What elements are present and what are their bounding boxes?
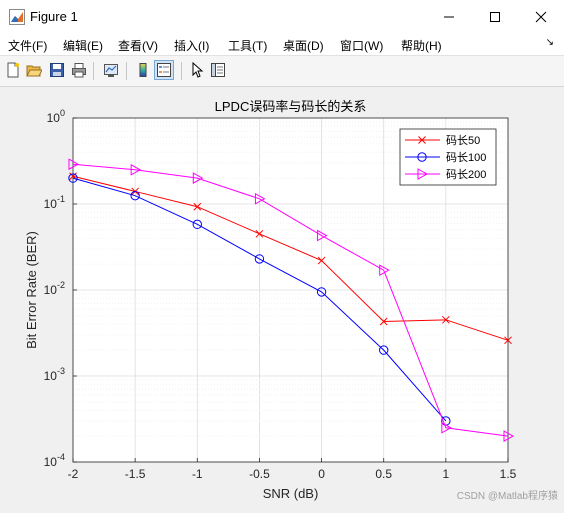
menu-tools[interactable]: 工具(T) (228, 39, 268, 53)
menu-collapse-icon[interactable]: ↘ (545, 37, 554, 48)
print-icon (72, 63, 86, 78)
maximize-button[interactable] (472, 0, 518, 33)
x-tick-label: 0 (318, 467, 325, 481)
window-title: Figure 1 (30, 9, 78, 24)
menu-desktop[interactable]: 桌面(D) (283, 39, 324, 53)
menu-bar: 文件(F) 编辑(E) 查看(V) 插入(I) 工具(T) 桌面(D) 窗口(W… (0, 33, 564, 56)
minimize-button[interactable] (426, 0, 472, 33)
pointer-icon (192, 62, 204, 78)
link-plot-button[interactable] (101, 60, 121, 80)
data-point (130, 190, 140, 201)
series-line (72, 177, 447, 422)
data-point (254, 254, 265, 264)
watermark: CSDN @Matlab程序猿 (456, 491, 558, 502)
menu-help[interactable]: 帮助(H) (401, 39, 442, 53)
x-tick-label: -0.5 (249, 467, 270, 481)
y-tick-label: 10-2 (44, 280, 65, 297)
data-point (417, 152, 427, 162)
close-button[interactable] (518, 0, 564, 33)
data-point (192, 172, 204, 184)
open-icon (26, 65, 42, 77)
data-point (130, 163, 142, 176)
data-point (193, 202, 202, 211)
new-figure-icon (7, 62, 19, 78)
colorbar-icon (139, 63, 147, 77)
new-figure-button[interactable] (3, 60, 23, 80)
property-inspector-button[interactable] (208, 60, 228, 80)
data-point (316, 287, 327, 297)
legend-label: 码长50 (446, 134, 480, 147)
legend-label: 码长100 (446, 151, 486, 164)
x-tick-label: -1.5 (125, 467, 146, 481)
toolbar-separator (181, 62, 182, 80)
close-icon (535, 11, 547, 22)
x-tick-label: 0.5 (375, 467, 392, 481)
data-point (255, 229, 264, 238)
legend-button[interactable] (154, 60, 174, 80)
data-point (418, 136, 426, 144)
pointer-button[interactable] (187, 60, 207, 80)
print-button[interactable] (69, 60, 89, 80)
x-tick-label: 1.5 (500, 467, 517, 481)
colorbar-button[interactable] (133, 60, 153, 80)
menu-edit[interactable]: 编辑(E) (63, 39, 103, 53)
toolbar-separator (126, 62, 127, 80)
data-point (68, 173, 78, 183)
menu-window[interactable]: 窗口(W) (340, 39, 384, 53)
data-point (441, 421, 452, 434)
series-3 (68, 158, 515, 442)
property-inspector-icon (211, 63, 225, 77)
legend: 码长50 码长100 码长200 (399, 128, 497, 186)
save-button[interactable] (47, 60, 67, 80)
menu-insert[interactable]: 插入(I) (174, 39, 210, 53)
series-line (72, 163, 509, 437)
chart-title: LPDC误码率与码长的关系 (215, 99, 367, 114)
x-tick-label: 1 (443, 467, 450, 481)
save-icon (50, 63, 64, 77)
data-point (379, 317, 388, 326)
y-axis-label: Bit Error Rate (BER) (24, 231, 39, 349)
legend-label: 码长200 (446, 168, 486, 181)
data-point (254, 192, 266, 205)
data-point (417, 168, 429, 180)
data-point (442, 315, 450, 324)
series-line (72, 175, 509, 341)
data-point (68, 158, 80, 171)
title-bar: Figure 1 (0, 0, 564, 33)
minimize-icon (444, 16, 454, 17)
x-tick-label: -2 (68, 467, 79, 481)
menu-view[interactable]: 查看(V) (118, 39, 158, 53)
maximize-icon (490, 11, 500, 22)
data-point (379, 264, 390, 277)
x-axis-label: SNR (dB) (263, 486, 319, 501)
y-tick-label: 100 (47, 108, 65, 125)
plot-svg: -2 -1.5 -1 -0.5 0 0.5 1 1.5 10-4 10-3 10-2 10-1 100 L… (24, 99, 517, 501)
toolbar-separator (93, 62, 94, 80)
open-button[interactable] (24, 60, 44, 80)
y-tick-label: 10-4 (44, 452, 65, 469)
series-1 (69, 172, 512, 345)
data-point (192, 219, 202, 230)
toolbar (0, 56, 564, 87)
menu-file[interactable]: 文件(F) (8, 39, 48, 53)
y-tick-label: 10-1 (44, 194, 65, 211)
data-point (504, 336, 512, 345)
data-point (379, 345, 389, 355)
data-point (317, 229, 328, 242)
y-tick-label: 10-3 (44, 366, 65, 383)
legend-icon (157, 63, 171, 77)
data-point (503, 430, 515, 442)
data-point (317, 256, 326, 265)
figure-canvas: -2 -1.5 -1 -0.5 0 0.5 1 1.5 10-4 10-3 10-2 10-1 100 L… (0, 87, 564, 508)
matlab-icon (9, 9, 25, 25)
x-tick-label: -1 (192, 467, 203, 481)
link-plot-icon (104, 64, 118, 77)
